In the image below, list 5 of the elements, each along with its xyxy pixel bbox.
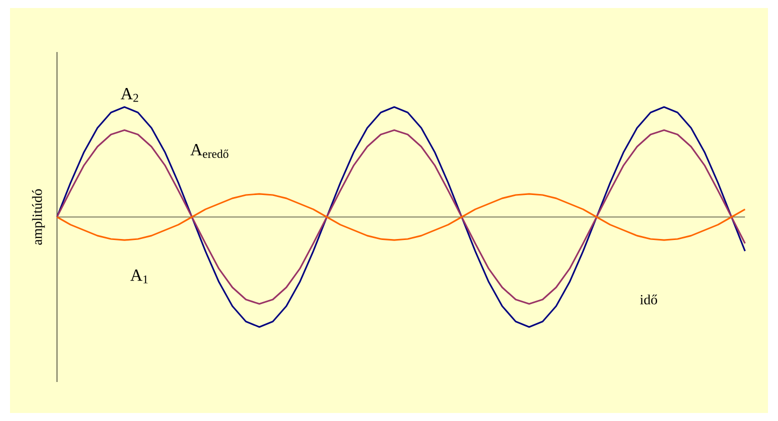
y-axis-title: amplitúdó [32, 189, 45, 245]
x-axis-title: idő [640, 294, 658, 304]
series-label: A$_{1}$ [130, 270, 148, 284]
series-label: A$_{2}$ [120, 88, 138, 102]
series-label: A$_{eredő}$ [190, 144, 228, 158]
